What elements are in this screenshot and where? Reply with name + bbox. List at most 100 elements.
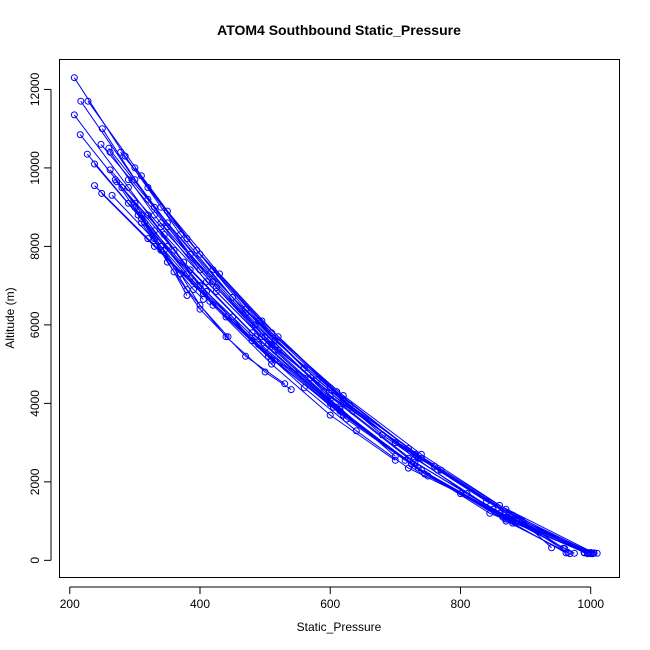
data-point (255, 317, 263, 325)
series-line (109, 169, 552, 549)
data-point (190, 286, 197, 294)
data-point (268, 341, 276, 348)
x-tick-label: 1000 (577, 597, 604, 611)
x-axis-label: Static_Pressure (297, 620, 382, 634)
series-profile-1 (70, 74, 595, 558)
series-profile-29 (157, 219, 588, 556)
series-line (80, 100, 593, 555)
data-point (97, 140, 105, 148)
data-point (157, 203, 165, 211)
data-point (352, 427, 360, 435)
x-tick-label: 200 (60, 597, 80, 611)
data-point (163, 219, 171, 227)
data-point (404, 464, 412, 472)
series-line (100, 144, 564, 549)
y-tick-label: 12000 (28, 72, 42, 106)
data-point (248, 337, 256, 345)
series-profile-17 (113, 178, 591, 556)
data-point (196, 282, 204, 290)
data-point (242, 352, 250, 360)
data-point (131, 203, 139, 211)
series-line (114, 179, 285, 385)
series-profile-30 (105, 144, 569, 553)
series-profile-27 (144, 184, 598, 557)
data-point (580, 549, 588, 556)
data-point (209, 278, 217, 286)
series-line (134, 167, 591, 553)
data-point (76, 131, 84, 139)
data-point (105, 144, 113, 152)
data-point (590, 549, 598, 557)
x-tick-label: 600 (320, 597, 340, 611)
series-line (147, 187, 595, 554)
series-line (108, 147, 565, 550)
series-line (87, 100, 595, 554)
data-point (131, 164, 139, 172)
data-point (229, 293, 237, 301)
data-point (339, 392, 347, 399)
data-point (391, 439, 399, 447)
data-point (170, 268, 178, 276)
data-point (212, 288, 220, 295)
data-point (268, 360, 276, 368)
data-point (157, 246, 165, 254)
series-profile-18 (124, 199, 464, 498)
series-line (121, 187, 311, 379)
data-point (463, 490, 471, 498)
y-tick-label: 2000 (28, 468, 42, 495)
data-point (229, 313, 237, 321)
plot-frame (59, 59, 620, 578)
data-point (91, 160, 98, 168)
data-point (222, 313, 230, 321)
data-point (300, 364, 308, 372)
series-line (147, 214, 253, 341)
series-profile-15 (106, 166, 556, 552)
data-point (401, 456, 409, 464)
y-axis: 0 2000 4000 6000 8000 10000 12000 (28, 72, 52, 564)
data-point (300, 384, 308, 392)
data-point (77, 97, 85, 105)
y-tick-label: 8000 (28, 233, 42, 260)
data-point (307, 374, 315, 382)
data-point (144, 211, 152, 219)
series-profile-25 (144, 211, 256, 345)
data-point (170, 246, 178, 254)
data-point (111, 176, 119, 184)
series-profile-14 (97, 140, 567, 552)
data-point (326, 411, 334, 419)
series-line (73, 77, 591, 555)
data-point (486, 509, 494, 517)
series-profile-16 (117, 148, 595, 557)
series-layer (70, 74, 601, 558)
series-profile-3 (70, 111, 593, 557)
series-line (160, 206, 585, 554)
data-point (561, 545, 569, 553)
data-point (108, 191, 116, 199)
chart-title: ATOM4 Southbound Static_Pressure (217, 22, 461, 38)
series-line (160, 222, 585, 553)
data-point (106, 166, 114, 174)
data-point (177, 270, 184, 278)
data-point (570, 549, 578, 557)
data-point (183, 292, 191, 299)
series-profile-13 (124, 176, 572, 556)
series-line (116, 181, 588, 553)
data-point (509, 511, 517, 519)
series-profile-24 (137, 219, 207, 303)
data-point (113, 178, 121, 186)
series-line (73, 114, 589, 554)
series-line (128, 202, 461, 495)
series-line (94, 185, 567, 554)
data-point (98, 125, 106, 133)
data-point (91, 182, 98, 190)
data-point (378, 431, 386, 439)
y-tick-label: 10000 (28, 151, 42, 185)
data-point (70, 111, 78, 119)
series-line (128, 179, 569, 553)
series-profile-2 (77, 97, 597, 558)
data-point (144, 184, 152, 191)
data-point (268, 356, 276, 364)
data-point (548, 544, 556, 552)
y-tick-label: 0 (28, 557, 42, 564)
data-point (261, 333, 269, 341)
